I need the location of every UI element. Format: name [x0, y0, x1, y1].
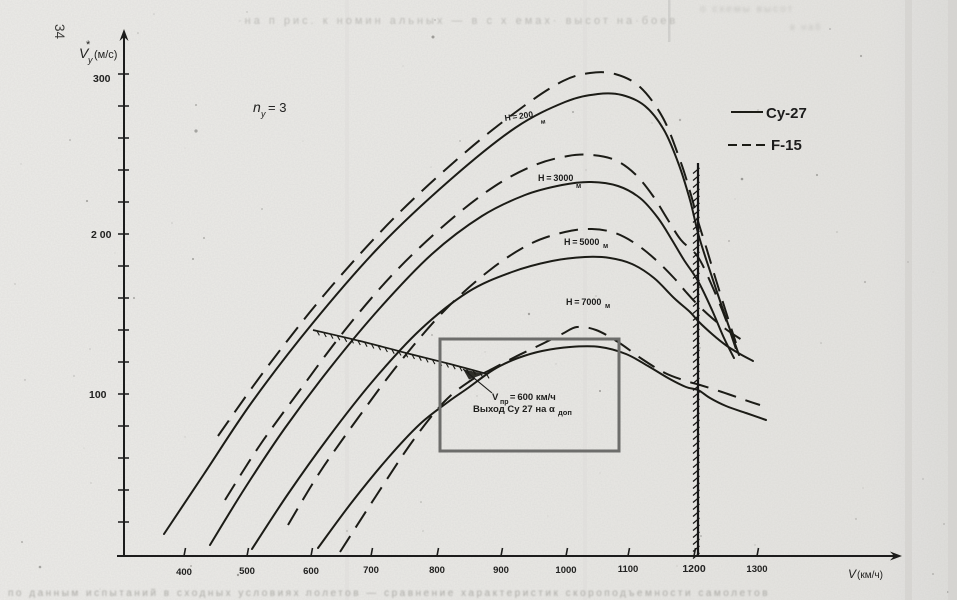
svg-text:n: n — [253, 99, 261, 115]
svg-text:= 3: = 3 — [268, 100, 286, 115]
svg-text:= 600 км/ч: = 600 км/ч — [508, 392, 556, 403]
svg-text:F-15: F-15 — [771, 137, 802, 154]
svg-text:600: 600 — [303, 566, 319, 577]
svg-text:900: 900 — [493, 565, 509, 576]
svg-text:(м/с): (м/с) — [94, 49, 117, 61]
svg-text:400: 400 — [176, 567, 192, 578]
svg-text:H = 200: H = 200 — [504, 109, 534, 123]
svg-text:y: y — [260, 109, 266, 119]
svg-text:·на п рис. к номин альных — в: ·на п рис. к номин альных — в с х емах· … — [238, 15, 678, 27]
svg-text:*: * — [86, 39, 91, 51]
svg-text:500: 500 — [239, 566, 255, 577]
svg-text:H = 5000: H = 5000 — [564, 237, 599, 247]
svg-text:1200: 1200 — [682, 563, 706, 575]
svg-text:Су-27: Су-27 — [766, 105, 807, 122]
svg-text:пр: пр — [500, 399, 509, 406]
svg-text:1000: 1000 — [555, 565, 576, 576]
svg-text:в наб: в наб — [790, 22, 822, 32]
svg-text:м: м — [576, 183, 581, 190]
svg-text:V: V — [79, 45, 90, 61]
svg-text:34: 34 — [52, 24, 67, 40]
svg-text:м: м — [605, 303, 610, 310]
svg-text:м: м — [540, 118, 546, 126]
svg-text:(км/ч): (км/ч) — [857, 570, 883, 581]
svg-text:1300: 1300 — [746, 564, 767, 575]
svg-text:2 00: 2 00 — [91, 229, 112, 241]
svg-text:800: 800 — [429, 565, 445, 576]
svg-text:y: y — [87, 55, 93, 65]
svg-text:о схемы высот: о схемы высот — [700, 4, 794, 15]
svg-text:1100: 1100 — [618, 564, 639, 575]
svg-text:H = 3000: H = 3000 — [538, 173, 573, 183]
svg-text:V: V — [848, 567, 857, 581]
svg-text:H = 7000: H = 7000 — [566, 297, 601, 307]
svg-text:доп: доп — [558, 408, 572, 417]
svg-text:м: м — [603, 243, 608, 250]
svg-text:700: 700 — [363, 565, 379, 576]
svg-text:300: 300 — [93, 73, 111, 85]
svg-text:V: V — [492, 392, 499, 403]
svg-text:Выход Су 27 на α: Выход Су 27 на α — [473, 404, 555, 415]
svg-text:по данным испытаний в сходных: по данным испытаний в сходных условиях п… — [8, 588, 770, 599]
svg-text:100: 100 — [89, 389, 107, 401]
